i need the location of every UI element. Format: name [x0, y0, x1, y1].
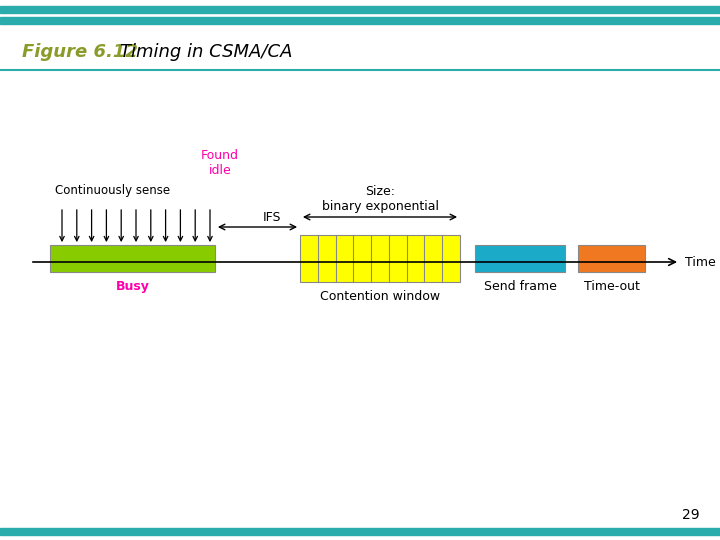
Bar — [0, 17, 720, 24]
Text: Figure 6.12: Figure 6.12 — [22, 43, 138, 61]
Text: Timing in CSMA/CA: Timing in CSMA/CA — [120, 43, 292, 61]
Text: 29: 29 — [683, 508, 700, 522]
Bar — [50, 245, 215, 272]
Text: Found
idle: Found idle — [201, 149, 239, 177]
Bar — [578, 245, 645, 272]
Text: Busy: Busy — [116, 280, 150, 293]
Text: Size:
binary exponential: Size: binary exponential — [322, 185, 438, 213]
Bar — [0, 528, 720, 535]
Bar — [0, 6, 720, 13]
Text: IFS: IFS — [263, 211, 281, 224]
Text: Contention window: Contention window — [320, 290, 440, 303]
Text: Continuously sense: Continuously sense — [55, 184, 170, 197]
Bar — [475, 245, 565, 272]
Bar — [300, 235, 460, 282]
Text: Send frame: Send frame — [484, 280, 557, 293]
Text: Time-out: Time-out — [584, 280, 639, 293]
Text: Time: Time — [685, 255, 716, 268]
